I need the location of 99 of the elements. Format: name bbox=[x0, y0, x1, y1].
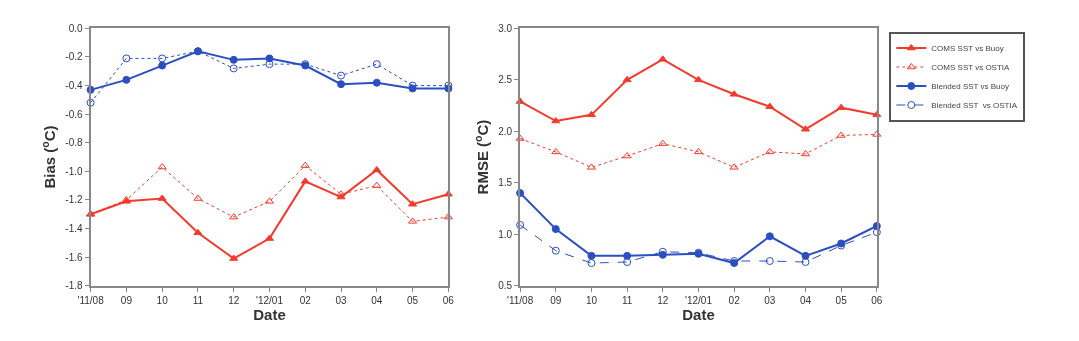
x-tick-label: 04 bbox=[799, 294, 812, 306]
y-tick-label: -1.6 bbox=[65, 251, 84, 263]
legend-label: COMS SST vs Buoy bbox=[931, 44, 1004, 54]
y-tick-label: 3.0 bbox=[498, 22, 513, 34]
x-tick-label: 05 bbox=[407, 294, 419, 306]
point bbox=[265, 54, 274, 63]
point bbox=[551, 117, 561, 124]
point bbox=[729, 163, 739, 170]
point bbox=[658, 55, 668, 62]
point bbox=[765, 232, 774, 241]
point bbox=[229, 254, 239, 261]
x-tick-label: 04 bbox=[371, 294, 383, 306]
point bbox=[729, 90, 739, 97]
point bbox=[658, 139, 668, 146]
point bbox=[86, 98, 95, 107]
point bbox=[122, 75, 131, 84]
point bbox=[229, 55, 238, 64]
point bbox=[765, 102, 775, 109]
point bbox=[515, 134, 525, 141]
y-tick-label: -1.8 bbox=[65, 280, 84, 292]
y-tick-label: 1.0 bbox=[498, 228, 513, 240]
point bbox=[801, 258, 810, 267]
point bbox=[193, 228, 203, 236]
x-tick-label: 06 bbox=[871, 294, 883, 306]
y-tick-label: 0.0 bbox=[68, 22, 84, 34]
point bbox=[765, 257, 774, 265]
x-axis-title: Date bbox=[253, 305, 286, 323]
point bbox=[765, 147, 775, 155]
x-tick-label: 06 bbox=[442, 294, 455, 306]
point bbox=[586, 110, 596, 118]
point bbox=[229, 213, 239, 220]
x-tick-label: '12/01 bbox=[685, 294, 713, 306]
point bbox=[122, 54, 131, 63]
point bbox=[157, 163, 167, 170]
point bbox=[372, 165, 382, 173]
point bbox=[158, 54, 167, 63]
point bbox=[229, 64, 238, 73]
point bbox=[408, 200, 418, 207]
y-tick-label: -0.2 bbox=[65, 51, 84, 63]
point bbox=[551, 225, 560, 234]
x-tick-label: 11 bbox=[621, 294, 633, 306]
point bbox=[622, 75, 632, 83]
point bbox=[551, 147, 561, 155]
point bbox=[800, 149, 811, 157]
y-tick-label: -0.4 bbox=[65, 80, 84, 92]
point bbox=[157, 194, 167, 201]
point bbox=[193, 194, 203, 201]
x-tick-label: '11/08 bbox=[507, 294, 534, 306]
point bbox=[265, 60, 274, 69]
point bbox=[872, 228, 881, 237]
y-tick-label: -0.8 bbox=[65, 137, 84, 149]
x-tick-label: '11/08 bbox=[77, 294, 105, 306]
point bbox=[516, 220, 525, 229]
x-tick-label: 05 bbox=[835, 294, 848, 306]
point bbox=[622, 152, 632, 159]
point bbox=[551, 246, 560, 255]
point bbox=[300, 161, 310, 168]
y-tick-label: -0.6 bbox=[65, 108, 84, 120]
point bbox=[372, 181, 382, 188]
y-tick-label: 2.5 bbox=[498, 74, 513, 86]
x-tick-label: 10 bbox=[156, 294, 169, 306]
point bbox=[372, 60, 381, 69]
legend-label: Blended SST vs OSTIA bbox=[931, 101, 1018, 111]
point bbox=[587, 251, 596, 260]
x-tick-label: 02 bbox=[728, 294, 741, 306]
point bbox=[872, 130, 882, 137]
legend-label: COMS SST vs OSTIA bbox=[931, 63, 1011, 73]
x-tick-label: 12 bbox=[657, 294, 669, 306]
y-tick-label: -1.4 bbox=[65, 223, 84, 235]
point bbox=[836, 131, 846, 138]
point bbox=[158, 61, 167, 70]
y-tick-label: 0.5 bbox=[498, 280, 513, 292]
point bbox=[693, 75, 704, 83]
x-tick-label: '12/01 bbox=[256, 294, 284, 306]
x-tick-label: 09 bbox=[550, 294, 562, 306]
x-tick-label: 03 bbox=[764, 294, 776, 306]
y-tick-label: -1.0 bbox=[65, 165, 84, 177]
point bbox=[443, 213, 453, 220]
point bbox=[408, 217, 418, 224]
x-tick-label: 11 bbox=[192, 294, 204, 306]
point bbox=[586, 163, 596, 170]
y-tick-label: 1.5 bbox=[498, 177, 513, 189]
x-tick-label: 10 bbox=[585, 294, 598, 306]
y-tick-label: 2.0 bbox=[498, 125, 513, 137]
point bbox=[372, 78, 381, 87]
x-tick-label: 09 bbox=[120, 294, 133, 306]
point bbox=[337, 71, 346, 80]
x-tick-label: 12 bbox=[228, 294, 240, 306]
y-tick-label: -1.2 bbox=[65, 194, 84, 206]
point bbox=[836, 103, 846, 110]
point bbox=[337, 80, 346, 89]
point bbox=[693, 147, 704, 155]
x-axis-title: Date bbox=[682, 305, 715, 323]
point bbox=[300, 177, 310, 184]
legend-label: Blended SST vs Buoy bbox=[931, 82, 1010, 92]
x-tick-label: 02 bbox=[299, 294, 312, 306]
x-tick-label: 03 bbox=[335, 294, 348, 306]
point bbox=[623, 258, 632, 267]
point bbox=[587, 259, 596, 268]
